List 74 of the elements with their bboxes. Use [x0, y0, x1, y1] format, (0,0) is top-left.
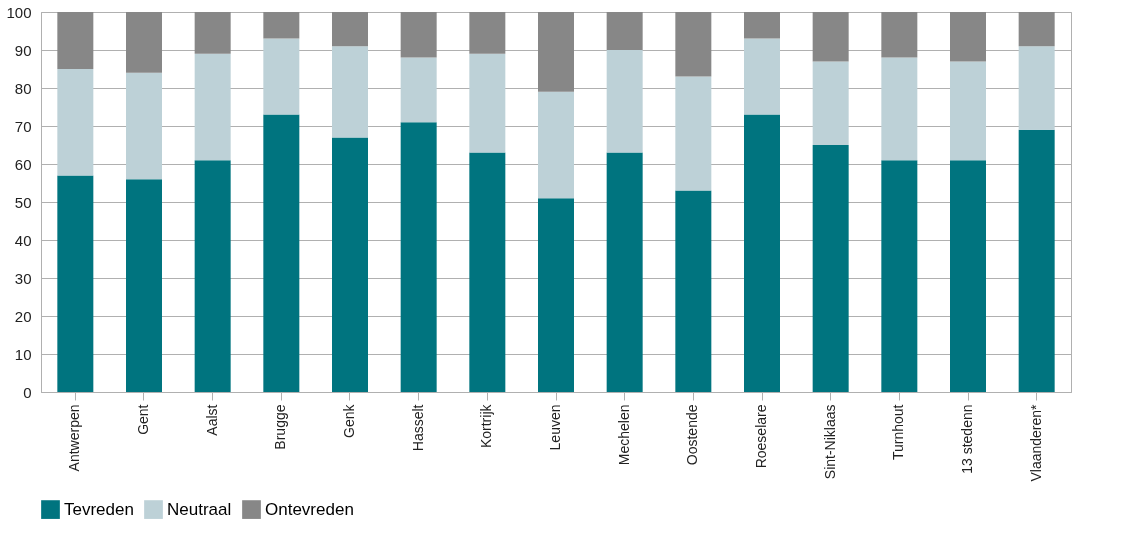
- bar: [400, 122, 437, 392]
- bar: [606, 152, 643, 392]
- y-tick-label: 70: [14, 117, 32, 135]
- bar: [538, 91, 574, 199]
- y-tick-label: 0: [23, 383, 32, 401]
- bar: [950, 160, 986, 392]
- x-tick-label: Genk: [341, 403, 357, 438]
- bar: [400, 57, 437, 123]
- x-tick-label: Brugge: [272, 404, 289, 450]
- legend-label: Tevreden: [64, 499, 134, 519]
- bar: [881, 57, 918, 161]
- bar: [1018, 129, 1055, 392]
- bar: [194, 53, 231, 161]
- bar: [126, 179, 162, 392]
- y-tick-label: 90: [14, 41, 32, 59]
- bar: [263, 38, 300, 115]
- y-tick-label: 50: [14, 193, 32, 211]
- bar: [194, 160, 231, 392]
- bar: [332, 137, 368, 392]
- y-tick-label: 80: [14, 79, 32, 97]
- x-tick-label: 13 stedenn: [959, 404, 975, 474]
- legend-label: Neutraal: [167, 499, 232, 519]
- bar: [538, 12, 574, 92]
- bar: [263, 12, 300, 39]
- x-tick-label: Hasselt: [409, 404, 426, 452]
- bar: [606, 12, 643, 50]
- bar: [263, 114, 300, 392]
- x-tick-label: Turnhout: [890, 404, 907, 461]
- x-tick-label: Vlaanderen*: [1027, 403, 1044, 482]
- y-tick-label: 20: [14, 307, 32, 325]
- y-tick-label: 10: [14, 345, 32, 363]
- bar: [675, 76, 712, 191]
- bar: [57, 175, 94, 392]
- bar: [812, 61, 849, 145]
- y-tick-label: 30: [14, 269, 32, 287]
- x-tick-label: Kortrijk: [478, 403, 495, 449]
- y-tick-label: 40: [14, 231, 32, 249]
- bar: [950, 12, 986, 62]
- x-tick-label: Oostende: [684, 404, 701, 466]
- bar: [469, 12, 506, 54]
- bar: [881, 12, 918, 58]
- bar: [1018, 12, 1055, 47]
- bar: [194, 12, 231, 54]
- x-tick-label: Aalst: [203, 404, 220, 436]
- x-tick-label: Roeselare: [753, 404, 769, 469]
- bar: [469, 53, 506, 153]
- x-tick-label: Antwerpen: [66, 404, 83, 472]
- bar: [538, 198, 574, 392]
- bar: [744, 38, 780, 115]
- bar: [400, 12, 437, 58]
- bar: [675, 190, 712, 392]
- bar: [332, 46, 368, 138]
- bar: [606, 50, 643, 153]
- bar: [812, 145, 849, 392]
- bar: [744, 114, 780, 392]
- x-tick-label: Sint-Niklaas: [821, 404, 838, 480]
- x-tick-label: Leuven: [547, 404, 563, 451]
- bar: [744, 12, 780, 39]
- bar: [332, 12, 368, 47]
- legend-label: Ontevreden: [265, 499, 354, 519]
- y-tick-label: 60: [14, 155, 32, 173]
- bar: [126, 12, 162, 73]
- bar: [1018, 46, 1055, 130]
- bar: [57, 12, 94, 69]
- bar: [469, 152, 506, 392]
- y-tick-label: 100: [6, 3, 32, 21]
- x-tick-label: Mechelen: [615, 404, 632, 466]
- bar: [126, 72, 162, 180]
- bar: [812, 12, 849, 62]
- bar: [675, 12, 712, 77]
- bar: [881, 160, 918, 392]
- bar: [950, 61, 986, 161]
- x-tick-label: Gent: [135, 404, 151, 435]
- bar: [57, 69, 94, 176]
